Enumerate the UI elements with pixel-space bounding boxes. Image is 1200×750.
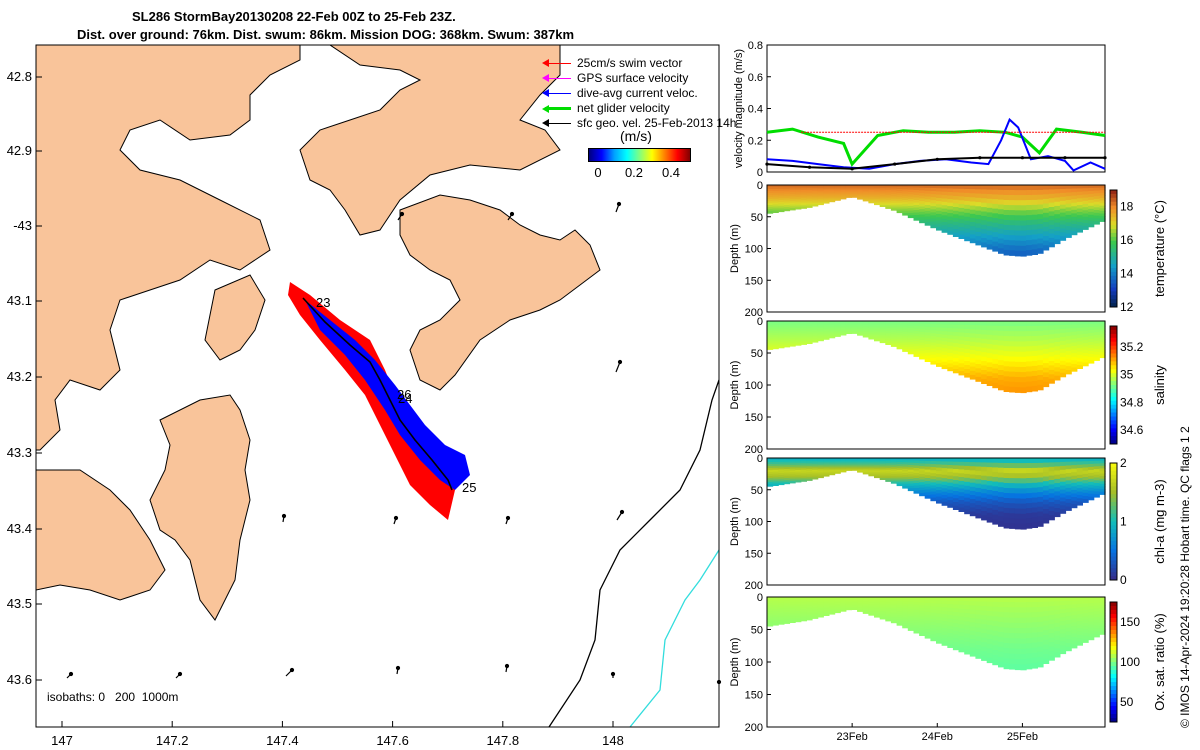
figure-title-line1: SL286 StormBay20130208 22-Feb 00Z to 25-… (132, 9, 456, 24)
map-lat-tick-label: -43 (13, 218, 32, 233)
land-tasman-peninsula (399, 194, 601, 391)
isobath-1000m (629, 549, 719, 727)
land-south-west (36, 469, 166, 601)
black-arrow-icon (542, 119, 571, 128)
map-lon-tick-label: 147 (51, 733, 73, 748)
legend-label: dive-avg current veloc. (577, 86, 698, 100)
map-colorbar-tick-label: 0.4 (661, 165, 681, 180)
sfc-geo-arrowhead (393, 515, 399, 521)
glider-track (302, 297, 453, 491)
sfc-geo-arrowhead (616, 201, 622, 207)
map-colorbar (588, 148, 691, 162)
sfc-geo-arrowhead (395, 665, 401, 671)
sfc-geo-arrowhead (281, 513, 287, 519)
land-mainland-west (36, 45, 301, 451)
day-label-24: 24 (398, 391, 413, 406)
legend-arrowhead (542, 119, 549, 128)
sfc-geo-arrowhead (505, 515, 511, 521)
day-label-26: 26 (397, 387, 412, 402)
map-colorbar-tick-label: 0 (594, 165, 602, 180)
magenta-arrow-icon (542, 74, 571, 83)
map-lat-tick-label: 42.9 (6, 143, 32, 158)
map-lat-tick-label: 43.6 (6, 672, 32, 687)
sfc-geo-arrowhead (610, 671, 616, 677)
land-north-east (299, 45, 561, 236)
figure-title-line2: Dist. over ground: 76km. Dist. swum: 86k… (77, 27, 575, 42)
legend-entry: GPS surface velocity (542, 71, 720, 86)
map-colorbar-unit: (m/s) (620, 128, 652, 144)
map-lat-tick-label: 43.3 (6, 445, 32, 460)
map-lat-tick-label: 43.4 (6, 521, 32, 536)
legend-arrowhead (542, 105, 549, 114)
map-lon-tick-label: 148 (602, 733, 624, 748)
legend-arrowhead (542, 74, 549, 83)
legend-entry: dive-avg current veloc. (542, 86, 720, 101)
map-colorbar-tick-label: 0.2 (624, 165, 644, 180)
sfc-geo-arrowhead (619, 509, 625, 515)
sfc-geo-arrowhead (399, 211, 405, 217)
legend-label: 25cm/s swim vector (577, 56, 683, 70)
legend-label: GPS surface velocity (577, 71, 689, 85)
blue-arrow-icon (542, 89, 571, 98)
sfc-geo-arrowhead (716, 679, 722, 685)
sfc-geo-arrowhead (509, 211, 515, 217)
map-lon-tick-label: 147.6 (376, 733, 409, 748)
isobath-200m (548, 379, 719, 727)
map-lat-tick-label: 43.2 (6, 369, 32, 384)
sfc-geo-arrowhead (68, 671, 74, 677)
credit-text: © IMOS 14-Apr-2024 19:20:28 Hobart time.… (1178, 426, 1192, 728)
sfc-geo-arrowhead (289, 667, 295, 673)
sfc-geo-arrowhead (177, 671, 183, 677)
map-legend: 25cm/s swim vector GPS surface velocity di… (542, 56, 736, 130)
legend-entry: sfc geo. vel. 25-Feb-2013 14h (542, 116, 736, 131)
legend-arrowhead (542, 59, 549, 68)
green-arrow-icon (542, 105, 571, 114)
map-lat-tick-label: 43.1 (6, 293, 32, 308)
map-lon-tick-label: 147.2 (155, 733, 189, 748)
sfc-geo-arrowhead (504, 663, 510, 669)
map-lon-tick-label: 147.8 (486, 733, 520, 748)
legend-label: sfc geo. vel. 25-Feb-2013 14h (577, 116, 737, 130)
legend-arrowhead (542, 89, 549, 98)
map-lat-tick-label: 42.8 (6, 69, 32, 84)
day-label-25: 25 (462, 480, 477, 495)
legend-entry: net glider velocity (542, 101, 720, 116)
map-lat-tick-label: 43.5 (6, 596, 32, 611)
isobath-legend-text: isobaths: 0 200 1000m (47, 690, 179, 704)
day-label-23: 23 (316, 295, 331, 310)
map-lon-tick-label: 147.4 (266, 733, 299, 748)
legend-entry: 25cm/s swim vector (542, 56, 720, 71)
sfc-geo-arrowhead (617, 359, 623, 365)
land-central-peninsula (204, 274, 266, 361)
glider-swath-red (288, 282, 455, 520)
red-arrow-icon (542, 59, 571, 68)
land-bruny-island (149, 394, 251, 621)
legend-label: net glider velocity (577, 101, 670, 115)
